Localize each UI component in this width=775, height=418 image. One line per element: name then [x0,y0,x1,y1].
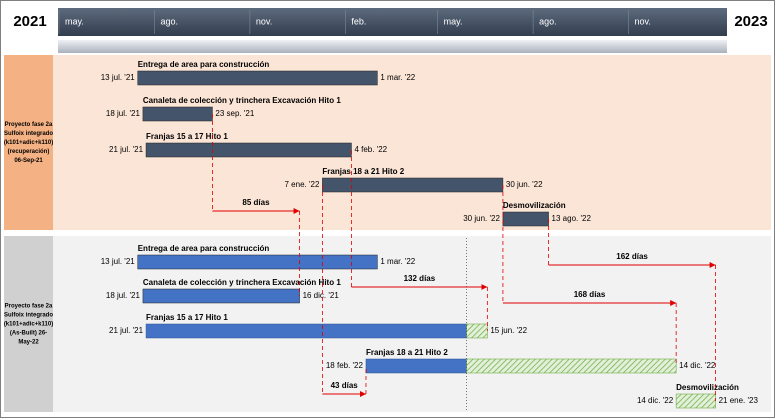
task-bar [365,358,467,374]
variance-label: 85 días [242,198,270,207]
task-start-label: 30 jun. '22 [463,214,500,223]
right-year: 2023 [734,13,767,30]
task-bar [145,142,352,158]
task-bar-remaining [675,393,716,409]
variance-label: 132 días [404,274,436,283]
x-tick-label: nov. [635,16,651,26]
task-start-label: 14 dic. '22 [637,396,674,405]
task-bar [502,211,549,227]
task-bar-remaining [466,358,677,374]
task-start-label: 18 feb. '22 [326,361,364,370]
task-name: Canaleta de colección y trinchera Excava… [143,96,341,105]
task-bar-remaining [466,323,488,339]
task-name: Franjas 18 a 21 Hito 2 [366,348,448,357]
x-tick-label: ago. [160,16,178,26]
task-bar [322,177,504,193]
task-end-label: 23 sep. '21 [215,109,254,118]
x-tick-label: nov. [256,16,272,26]
task-start-label: 13 jul. '21 [101,257,136,266]
task-start-label: 7 ene. '22 [285,180,320,189]
group-label: (k101+adic+k110) [4,140,53,146]
group-label: (k101+adic+k110) [4,322,53,328]
group-label: Proyecto fase 2a [5,304,53,310]
task-end-label: 21 ene. '23 [719,396,759,405]
variance-label: 168 días [574,290,606,299]
task-name: Franjas 15 a 17 Hito 1 [146,313,228,322]
task-name: Desmovilización [503,201,566,210]
task-bar [145,323,467,339]
task-start-label: 21 jul. '21 [109,145,144,154]
x-tick-label: may. [444,16,463,26]
task-name: Canaleta de colección y trinchera Excava… [143,278,341,287]
group-label: (As-Built) 26- [10,331,47,337]
task-start-label: 18 jul. '21 [106,291,141,300]
task-name: Franjas 15 a 17 Hito 1 [146,132,228,141]
group-label-box [4,55,53,230]
variance-label: 162 días [616,252,648,261]
task-end-label: 1 mar. '22 [380,257,415,266]
variance-label: 43 días [331,381,359,390]
task-end-label: 13 ago. '22 [552,214,592,223]
timeline-header [58,8,727,36]
group-label: Sulfoix integrado [4,313,53,319]
group-label: Proyecto fase 2a [5,122,53,128]
group-label: Sulfoix integrado [4,131,53,137]
task-name: Desmovilización [676,383,739,392]
task-bar [137,254,378,270]
task-end-label: 16 dic. '21 [303,291,340,300]
task-start-label: 18 jul. '21 [106,109,141,118]
task-end-label: 1 mar. '22 [380,73,415,82]
task-end-label: 4 feb. '22 [354,145,387,154]
x-tick-label: feb. [351,16,366,26]
group-label: May-22 [18,340,39,346]
task-end-label: 30 jun. '22 [506,180,543,189]
task-end-label: 15 jun. '22 [490,326,527,335]
task-end-label: 14 dic. '22 [679,361,716,370]
task-name: Entrega de area para construcción [138,60,270,69]
x-tick-label: ago. [539,16,557,26]
group-band [4,55,771,230]
task-name: Franjas 18 a 21 Hito 2 [322,167,404,176]
group-label-box [4,236,53,412]
task-start-label: 13 jul. '21 [101,73,136,82]
group-label: 06-Sep-21 [14,158,43,164]
timeline-subheader [58,40,727,53]
task-bar [142,106,213,122]
task-name: Entrega de area para construcción [138,244,270,253]
task-bar [137,70,378,86]
task-bar [142,288,300,304]
left-year: 2021 [13,13,46,30]
task-start-label: 21 jul. '21 [109,326,144,335]
x-tick-label: may. [65,16,84,26]
group-label: (recuperación) [8,149,50,155]
